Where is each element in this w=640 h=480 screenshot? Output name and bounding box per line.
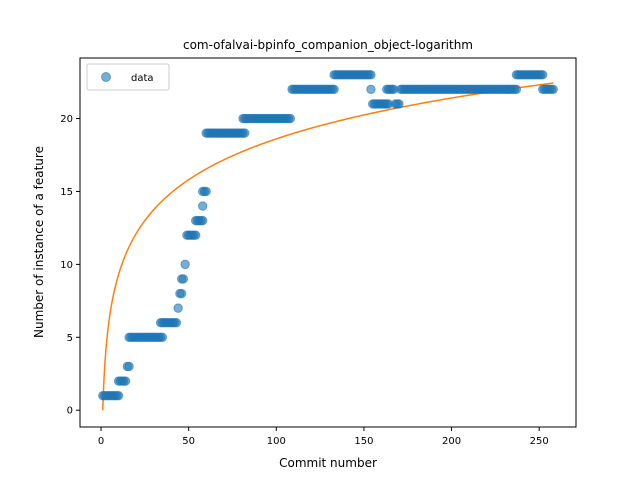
data-point [178, 274, 189, 284]
plot-area [80, 58, 576, 427]
legend: data [86, 63, 170, 91]
data-point [285, 113, 296, 124]
legend-marker-data [101, 72, 111, 82]
data-point [201, 186, 211, 197]
x-tick-label: 0 [98, 436, 104, 447]
data-point [548, 84, 558, 95]
x-tick-label: 250 [530, 436, 549, 447]
x-tick-label: 150 [354, 436, 373, 447]
data-point [176, 288, 187, 299]
data-point [120, 376, 131, 386]
data-point [366, 84, 376, 95]
legend-label-data: data [131, 73, 154, 84]
data-point [537, 70, 548, 80]
legend-box [86, 63, 170, 91]
plot-frame [79, 57, 577, 428]
fit-curve-layer [102, 82, 554, 411]
scatter-points-layer [98, 70, 558, 401]
data-point [329, 84, 339, 95]
data-point [240, 128, 250, 138]
y-tick-label: 20 [60, 114, 73, 125]
data-point [394, 99, 404, 109]
data-point [197, 201, 208, 211]
x-axis-label: Commit number [279, 456, 377, 470]
data-point [180, 259, 190, 270]
y-tick-label: 0 [67, 406, 73, 417]
y-axis-label: Number of instance of a feature [32, 146, 46, 338]
data-point [171, 318, 182, 328]
data-point [366, 70, 376, 80]
x-tick-label: 50 [182, 436, 195, 447]
x-tick-label: 200 [442, 436, 461, 447]
data-point [113, 390, 124, 401]
data-point [511, 84, 522, 95]
x-axis-ticks: 0 50 100 150 200 250 [98, 427, 549, 447]
fit-curve [102, 82, 554, 411]
data-point [173, 303, 183, 313]
data-point [124, 361, 134, 372]
data-point [197, 215, 208, 226]
data-point [157, 332, 168, 343]
y-tick-label: 10 [60, 260, 73, 271]
y-tick-label: 5 [67, 333, 73, 344]
chart-title: com-ofalvai-bpinfo_companion_object-loga… [183, 38, 473, 52]
x-tick-label: 100 [267, 436, 286, 447]
y-tick-label: 15 [60, 187, 73, 198]
data-point [190, 230, 201, 240]
y-axis-ticks: 0 5 10 15 20 [60, 114, 80, 417]
